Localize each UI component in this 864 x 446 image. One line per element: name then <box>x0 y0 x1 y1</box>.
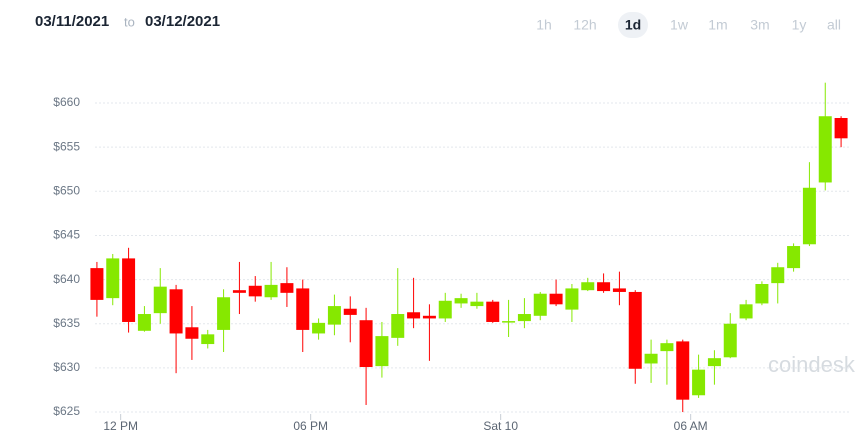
x-tick-label: 06 PM <box>293 419 328 433</box>
candle-body <box>549 293 563 305</box>
candle-body <box>169 289 183 334</box>
y-tick-label: $635 <box>53 316 80 330</box>
candle-body <box>248 285 262 297</box>
range-highlight <box>618 12 648 38</box>
candle-body <box>565 288 579 310</box>
range-button[interactable]: 1d <box>625 17 641 33</box>
candle-body <box>597 282 611 292</box>
x-tick-label: 12 PM <box>103 419 138 433</box>
candle-body <box>771 267 785 284</box>
y-tick-label: $660 <box>53 95 80 109</box>
candle-body <box>153 286 167 314</box>
candle-body <box>296 288 310 330</box>
candle-body <box>581 282 595 291</box>
end-date: 03/12/2021 <box>145 13 220 30</box>
candle-body <box>517 314 531 322</box>
candle-body <box>787 246 801 269</box>
candle-body <box>834 118 848 139</box>
candle-body <box>502 321 516 323</box>
candle-body <box>533 293 547 316</box>
candle-body <box>676 341 690 400</box>
candle-body <box>106 258 120 299</box>
candle-body <box>407 312 421 319</box>
candle-body <box>438 300 452 319</box>
x-tick-label: Sat 10 <box>483 419 518 433</box>
candle-body <box>375 336 389 367</box>
x-tick-label: 06 AM <box>674 419 708 433</box>
range-button[interactable]: 1y <box>792 17 807 33</box>
candle-body <box>137 314 151 331</box>
candle-body <box>90 268 104 300</box>
y-tick-label: $645 <box>53 228 80 242</box>
date-separator: to <box>124 14 135 29</box>
range-button[interactable]: 1w <box>670 17 689 33</box>
candle-body <box>217 297 231 330</box>
candle-body <box>486 301 500 322</box>
range-button[interactable]: 1m <box>708 17 727 33</box>
candle-body <box>707 358 721 367</box>
candle-body <box>391 314 405 338</box>
y-tick-label: $625 <box>53 404 80 418</box>
candle-body <box>644 353 658 364</box>
candle-body <box>628 291 642 369</box>
candle-body <box>612 288 626 292</box>
candle-body <box>312 322 326 334</box>
candle-body <box>185 327 199 339</box>
candle-body <box>327 306 341 325</box>
y-tick-label: $650 <box>53 183 80 197</box>
candle-body <box>723 323 737 358</box>
start-date: 03/11/2021 <box>35 13 109 30</box>
candle-body <box>692 369 706 396</box>
candle-body <box>660 343 674 352</box>
candle-body <box>264 284 278 298</box>
candle-body <box>232 290 246 293</box>
range-button[interactable]: 3m <box>750 17 769 33</box>
candle-body <box>470 301 484 307</box>
candle-body <box>359 320 373 368</box>
range-button[interactable]: 1h <box>536 17 552 33</box>
y-tick-label: $630 <box>53 360 80 374</box>
watermark: coindesk <box>768 352 856 377</box>
y-tick-label: $640 <box>53 272 80 286</box>
range-button[interactable]: 12h <box>573 17 596 33</box>
candle-body <box>755 284 769 304</box>
candle-body <box>201 334 215 345</box>
candle-body <box>802 187 816 245</box>
candle-body <box>818 116 832 183</box>
candle-body <box>122 258 136 322</box>
candle-body <box>454 298 468 304</box>
candle-body <box>343 308 357 315</box>
candle-body <box>422 315 436 319</box>
candle-body <box>280 283 294 293</box>
candle-body <box>739 304 753 319</box>
y-tick-label: $655 <box>53 139 80 153</box>
range-button[interactable]: all <box>827 17 841 33</box>
